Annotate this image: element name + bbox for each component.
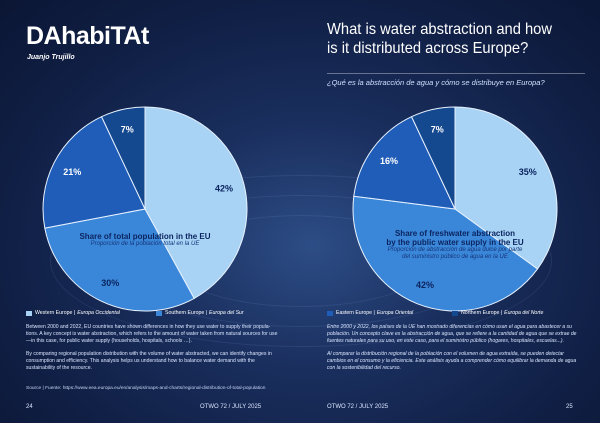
pie-slice-eastern (353, 116, 456, 210)
brand-logo: DAhabiTAt (26, 22, 149, 50)
legend-label-es: Europa del Norte (504, 310, 544, 316)
footer-right-page-number: 25 (566, 404, 573, 410)
footer-right-issue: OTWO 72 / JULY 2025 (327, 404, 389, 410)
abstraction-pie-title-line2: by the public water supply in the EU (386, 238, 524, 248)
pie-slice-southern (44, 208, 195, 312)
legend-label-en: Western Europe (35, 310, 73, 316)
body-paragraph: Al comparar la distribución regional de … (327, 350, 577, 372)
page-subtitle: ¿Qué es la abstracción de agua y cómo se… (327, 78, 545, 87)
legend-item-southern: Southern Europe | Europa del Sur (156, 310, 244, 316)
population-pie-subtitle: Proporción de la población total en la U… (90, 241, 200, 248)
pie-label-northern: 7% (431, 124, 444, 134)
page-title: What is water abstraction and how is it … (327, 21, 552, 57)
pie-label-southern: 42% (416, 280, 434, 290)
pie-slice-western (454, 106, 558, 270)
body-paragraph: Between 2000 and 2022, EU countries have… (26, 324, 278, 345)
population-pie-title-block: Share of total population in the EU Prop… (45, 232, 245, 248)
pie-slice-northern (100, 106, 146, 210)
legend-separator: | (372, 310, 375, 316)
legend-label-es: Europa Occidental (77, 310, 120, 316)
legend-swatch-southern (156, 310, 162, 316)
body-paragraph: By comparing regional population distrib… (26, 350, 272, 372)
legend-separator: | (204, 310, 208, 316)
legend-separator: | (72, 310, 76, 316)
pie-label-eastern: 16% (380, 156, 398, 166)
legend-label-es: Europa del Sur (209, 310, 244, 316)
pie-label-western: 42% (215, 184, 233, 194)
body-paragraph: Entre 2000 y 2022, los países de la UE h… (327, 324, 577, 345)
pie-label-southern: 30% (101, 278, 119, 288)
pie-label-western: 35% (519, 167, 537, 177)
body-text-en: Between 2000 and 2022, EU countries have… (26, 324, 278, 377)
pie-slice-eastern (42, 116, 146, 229)
legend-swatch-western (26, 310, 32, 316)
abstraction-pie-chart: 35% 42% 16% 7% (352, 106, 558, 312)
legend-separator: | (499, 310, 503, 316)
footer-left-issue: OTWO 72 / JULY 2025 (200, 404, 262, 410)
legend-swatch-northern (452, 310, 458, 316)
abstraction-pie-title-block: Share of freshwater abstraction by the p… (355, 229, 555, 261)
pie-slice-southern (352, 195, 539, 312)
pie-label-eastern: 21% (63, 167, 81, 177)
legend-label-en: Southern Europe (165, 310, 205, 316)
legend-item-western: Western Europe | Europa Occidental (26, 310, 120, 316)
legend-item-northern: Northern Europe | Europa del Norte (452, 310, 543, 316)
water-ripple (50, 175, 552, 347)
legend-swatch-eastern (327, 310, 333, 316)
abstraction-pie-title-line1: Share of freshwater abstraction (394, 229, 516, 238)
legend-label-en: Eastern Europe (336, 310, 373, 316)
pie-label-northern: 7% (121, 124, 134, 134)
legend-label-es: Europa Oriental (376, 310, 414, 316)
source-link[interactable]: Source | Fuente: https://www.eea.europa.… (26, 386, 266, 391)
legend-label-en: Northern Europe (461, 310, 500, 316)
author-name: Juanjo Trujillo (27, 54, 75, 61)
body-text-es: Entre 2000 y 2022, los países de la UE h… (327, 324, 579, 377)
pie-slice-western (144, 106, 248, 300)
population-pie-chart: 42% 30% 21% 7% (42, 106, 248, 312)
title-divider (327, 73, 585, 74)
footer-left-page-number: 24 (26, 404, 33, 410)
abstraction-pie-subtitle-line1: Proporción de abstracción de agua dulce … (387, 247, 523, 254)
abstraction-pie-subtitle-line2: del suministro público de agua en la UE (402, 254, 508, 261)
population-pie-title: Share of total population in the EU (79, 232, 211, 241)
pie-slice-northern (410, 106, 456, 210)
legend-item-eastern: Eastern Europe | Europa Oriental (327, 310, 413, 316)
